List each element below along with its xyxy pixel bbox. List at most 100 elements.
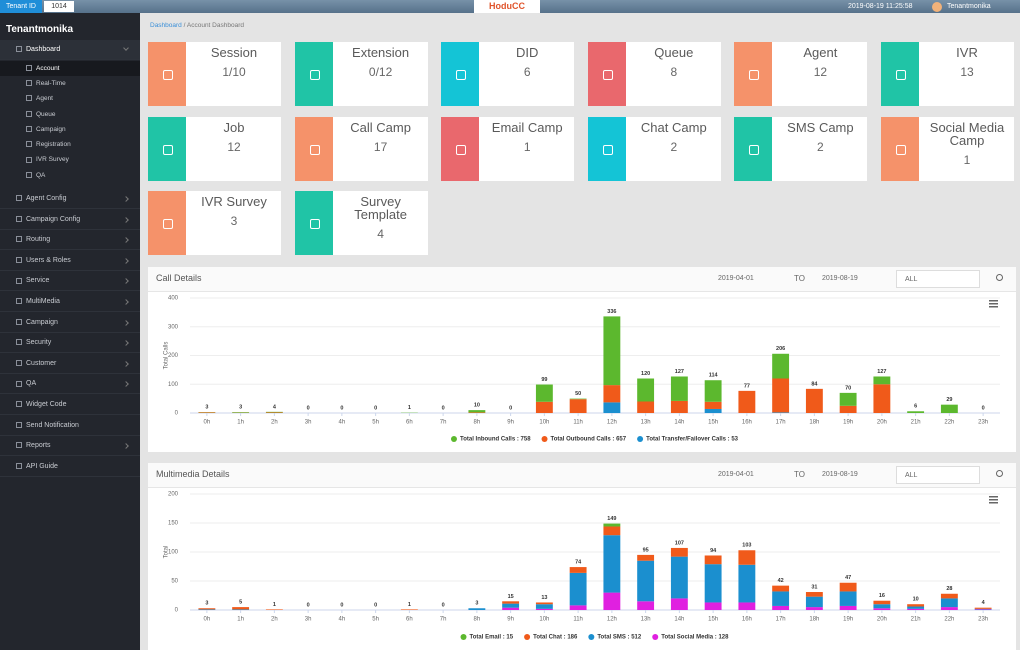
submenu-item[interactable]: Registration: [0, 137, 140, 152]
stat-card[interactable]: Agent 12: [734, 42, 868, 106]
avatar[interactable]: [932, 2, 942, 12]
menu-item[interactable]: Users & Roles: [0, 251, 140, 271]
stack-label: 114: [709, 373, 719, 379]
x-tick-label: 19h: [843, 617, 853, 623]
bar-segment: [738, 390, 756, 413]
stat-card[interactable]: Queue 8: [587, 42, 721, 106]
menu-item[interactable]: API Guide: [0, 457, 140, 477]
stat-card[interactable]: Social Media Camp 1: [881, 116, 1014, 181]
stack-label: 13: [541, 595, 547, 601]
card-label: Survey Template: [354, 194, 407, 222]
menu-item[interactable]: Widget Code: [0, 395, 140, 415]
search-icon[interactable]: [996, 274, 1003, 281]
menu-item[interactable]: Campaign Config: [0, 210, 140, 230]
menu-icon[interactable]: [989, 300, 998, 302]
menu-item[interactable]: Reports: [0, 436, 140, 457]
stat-card[interactable]: Session 1/10: [148, 42, 281, 106]
card-icon: [441, 116, 480, 181]
card-text: Survey Template 4: [335, 195, 427, 241]
bar-segment: [670, 547, 688, 557]
menu-item[interactable]: Agent Config: [0, 189, 140, 209]
date-to[interactable]: 2019-08-19: [822, 471, 858, 478]
menu-icon: [16, 236, 22, 243]
card-icon: [881, 42, 919, 106]
stat-card[interactable]: Chat Camp 2: [587, 116, 721, 181]
card-text: Email Camp 1: [481, 121, 573, 154]
menu-icon[interactable]: [989, 306, 998, 308]
menu-icon[interactable]: [989, 303, 998, 305]
date-to[interactable]: 2019-08-19: [822, 275, 858, 282]
menu-icon[interactable]: [989, 499, 998, 501]
stat-card[interactable]: IVR 13: [881, 42, 1014, 106]
submenu-item[interactable]: Account: [0, 60, 140, 76]
stack-label: 127: [675, 369, 684, 375]
menu-item[interactable]: Dashboard: [0, 40, 140, 60]
legend-label[interactable]: Total Social Media : 128: [661, 635, 729, 641]
submenu-item[interactable]: Campaign: [0, 122, 140, 137]
user-menu[interactable]: Tenantmonika: [947, 3, 991, 10]
menu-label: Widget Code: [26, 401, 67, 408]
y-tick-label: 0: [175, 411, 179, 417]
menu-item[interactable]: MultiMedia: [0, 292, 140, 312]
bar-segment: [805, 592, 823, 597]
date-from[interactable]: 2019-04-01: [718, 275, 754, 282]
stat-card[interactable]: IVR Survey 3: [148, 191, 281, 255]
legend-marker: [460, 634, 467, 640]
stat-card[interactable]: Job 12: [148, 116, 281, 181]
submenu-item[interactable]: IVR Survey: [0, 152, 140, 167]
type-select[interactable]: ALL: [896, 270, 980, 288]
menu-item[interactable]: QA: [0, 374, 140, 395]
submenu-item[interactable]: Queue: [0, 107, 140, 122]
card-label: Email Camp: [491, 119, 563, 135]
submenu-item[interactable]: QA: [0, 168, 140, 183]
legend-label[interactable]: Total Email : 15: [470, 635, 514, 641]
submenu-icon: [26, 110, 32, 117]
stat-card[interactable]: Call Camp 17: [294, 116, 428, 181]
legend-label[interactable]: Total Outbound Calls : 657: [551, 437, 627, 443]
stat-card[interactable]: SMS Camp 2: [734, 116, 868, 181]
logo[interactable]: HoduCC: [474, 0, 540, 13]
date-from[interactable]: 2019-04-01: [718, 471, 754, 478]
menu-item[interactable]: Campaign: [0, 313, 140, 333]
chevron: [123, 360, 129, 367]
legend-label[interactable]: Total Inbound Calls : 758: [460, 437, 531, 443]
menu-icon[interactable]: [989, 502, 998, 504]
icon-glyph: [749, 144, 760, 155]
icon-glyph: [163, 144, 173, 155]
stat-card[interactable]: Email Camp 1: [441, 116, 575, 181]
stack-label: 4: [982, 600, 986, 606]
breadcrumb-link[interactable]: Dashboard: [150, 22, 182, 29]
stack-label: 15: [508, 594, 514, 600]
submenu-icon: [26, 95, 32, 102]
menu-item[interactable]: Routing: [0, 230, 140, 251]
search-icon[interactable]: [996, 470, 1003, 477]
stack-label: 206: [776, 346, 785, 352]
type-select[interactable]: ALL: [896, 466, 980, 484]
stat-card[interactable]: DID 6: [441, 42, 575, 106]
submenu-label: Agent: [36, 95, 53, 103]
x-tick-label: 7h: [440, 420, 447, 426]
stack-label: 127: [877, 369, 886, 375]
legend-label[interactable]: Total Chat : 186: [533, 635, 578, 641]
bar-segment: [198, 412, 216, 413]
menu-icon[interactable]: [989, 496, 998, 498]
x-tick-label: 1h: [237, 617, 244, 623]
bar-segment: [468, 608, 486, 610]
stat-card[interactable]: Survey Template 4: [294, 191, 428, 255]
menu-item[interactable]: Service: [0, 271, 140, 292]
submenu-item[interactable]: Agent: [0, 91, 140, 106]
legend-label[interactable]: Total Transfer/Failover Calls : 53: [646, 437, 739, 443]
card-icon: [294, 116, 333, 181]
menu-item[interactable]: Security: [0, 333, 140, 354]
card-value: 17: [373, 139, 388, 154]
y-tick-label: 200: [168, 492, 179, 498]
y-tick-label: 300: [168, 324, 179, 330]
menu-item[interactable]: Customer: [0, 354, 140, 374]
card-value: 4: [377, 227, 384, 241]
bar-segment: [198, 609, 216, 610]
y-tick-label: 400: [168, 296, 179, 302]
stat-card[interactable]: Extension 0/12: [294, 42, 428, 106]
submenu-item[interactable]: Real-Time: [0, 76, 140, 91]
menu-item[interactable]: Send Notification: [0, 416, 140, 436]
legend-label[interactable]: Total SMS : 512: [597, 635, 642, 641]
